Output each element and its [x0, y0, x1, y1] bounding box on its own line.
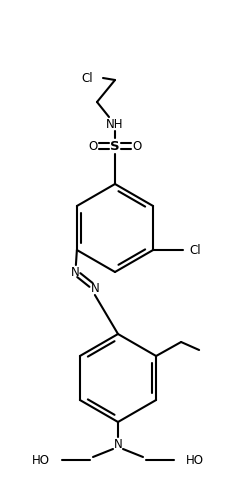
Text: HO: HO: [186, 454, 204, 467]
Text: S: S: [110, 139, 120, 152]
Text: N: N: [114, 438, 122, 451]
Text: HO: HO: [32, 454, 50, 467]
Text: NH: NH: [106, 118, 124, 130]
Text: N: N: [71, 265, 79, 278]
Text: Cl: Cl: [189, 244, 201, 256]
Text: O: O: [132, 139, 142, 152]
Text: O: O: [88, 139, 98, 152]
Text: N: N: [91, 281, 99, 294]
Text: Cl: Cl: [81, 72, 93, 85]
